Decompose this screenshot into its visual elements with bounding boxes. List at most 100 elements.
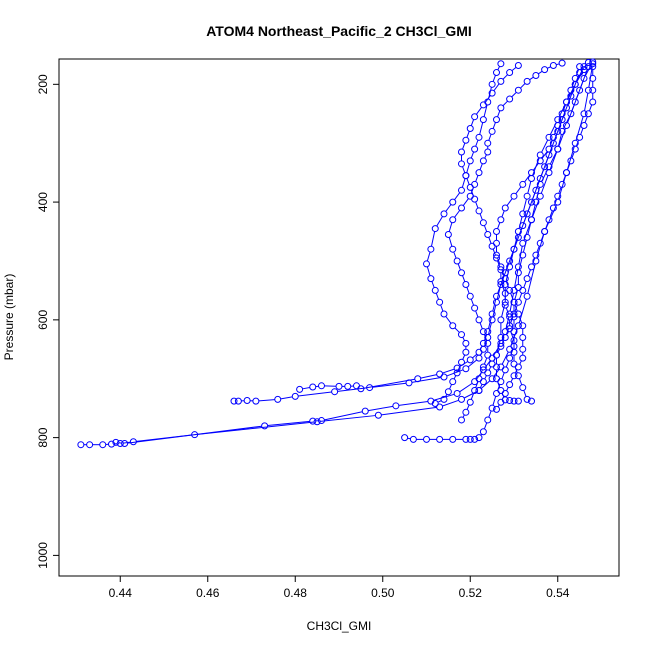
series-segment — [449, 384, 453, 390]
series-segment — [571, 151, 575, 159]
data-point — [549, 204, 557, 212]
data-point — [484, 339, 492, 347]
data-point — [523, 275, 531, 283]
data-point — [449, 198, 457, 206]
series-segment — [506, 198, 513, 206]
data-point — [431, 286, 439, 294]
series-segment — [505, 281, 510, 288]
data-point — [571, 98, 579, 106]
data-point — [497, 263, 505, 271]
data-point — [501, 389, 509, 397]
data-point — [453, 389, 461, 397]
data-point — [479, 378, 487, 386]
data-point — [514, 310, 522, 318]
series-segment — [514, 228, 523, 247]
data-point — [479, 328, 487, 336]
series-segment — [470, 298, 475, 306]
series-segment — [437, 400, 442, 403]
data-point — [501, 301, 509, 309]
series-segment — [466, 163, 470, 173]
data-point — [453, 364, 461, 372]
series-segment — [523, 204, 531, 224]
series-segment — [522, 240, 527, 253]
series-segment — [448, 222, 453, 232]
series-segment — [584, 93, 589, 111]
data-point — [580, 74, 588, 82]
series-segment — [584, 116, 588, 123]
series-segment — [501, 351, 509, 365]
data-point — [453, 257, 461, 265]
data-point — [501, 275, 509, 283]
data-point — [510, 397, 518, 405]
series-segment — [501, 372, 505, 380]
series-segment — [518, 257, 523, 270]
data-point — [462, 281, 470, 289]
data-point — [484, 351, 492, 359]
series-segment — [532, 181, 540, 200]
data-point — [536, 151, 544, 159]
data-point — [510, 372, 518, 380]
data-point — [458, 416, 465, 424]
data-point — [440, 395, 448, 403]
series-segment — [446, 369, 464, 377]
series-segment — [558, 110, 566, 129]
series-segment — [488, 237, 492, 244]
data-point — [497, 342, 505, 350]
data-point — [514, 298, 522, 306]
series-segment — [363, 378, 415, 389]
series-segment — [505, 269, 510, 282]
data-point — [471, 435, 479, 443]
data-point — [501, 204, 509, 212]
data-point — [532, 198, 540, 206]
data-point — [466, 435, 474, 443]
series-segment — [518, 216, 523, 229]
series-segment — [520, 83, 526, 89]
series-segment — [527, 222, 532, 235]
data-point — [558, 110, 566, 118]
series-segment — [480, 380, 491, 389]
data-point — [536, 157, 544, 165]
series-segment — [536, 245, 540, 253]
series-segment — [514, 369, 518, 374]
x-axis: 0.44 0.46 0.48 0.50 0.52 0.54 — [109, 576, 570, 600]
series-segment — [497, 110, 501, 118]
data-point — [444, 388, 452, 396]
data-point — [462, 435, 470, 443]
data-point — [484, 139, 492, 147]
series-segment — [510, 331, 514, 338]
data-point — [558, 180, 566, 188]
series-segment — [562, 104, 566, 112]
data-point — [514, 61, 522, 69]
data-point — [506, 286, 514, 294]
data-point — [589, 58, 597, 66]
data-point — [493, 254, 500, 262]
data-point — [313, 418, 321, 426]
series-segment — [479, 122, 484, 135]
series-segment — [536, 187, 541, 200]
data-point — [335, 382, 343, 390]
series-segment — [487, 322, 492, 335]
data-point — [458, 204, 465, 212]
data-point — [462, 365, 470, 373]
data-point — [466, 356, 474, 364]
data-point — [554, 192, 562, 200]
data-point — [471, 145, 479, 153]
data-point — [523, 210, 531, 218]
data-point — [252, 397, 260, 405]
data-point — [401, 434, 409, 442]
data-point — [427, 245, 435, 253]
data-point — [493, 69, 500, 77]
data-point — [536, 180, 544, 188]
series-segment — [466, 131, 470, 138]
series-segment — [484, 95, 491, 103]
series-segment — [493, 83, 500, 92]
x-tick-label: 0.50 — [371, 586, 395, 600]
data-point — [488, 360, 496, 368]
plot-frame — [58, 58, 620, 577]
series-segment — [123, 441, 131, 444]
series-segment — [267, 420, 310, 427]
series-segment — [497, 66, 500, 71]
data-point — [576, 133, 584, 141]
series-segment — [483, 357, 488, 365]
data-point — [514, 372, 522, 380]
